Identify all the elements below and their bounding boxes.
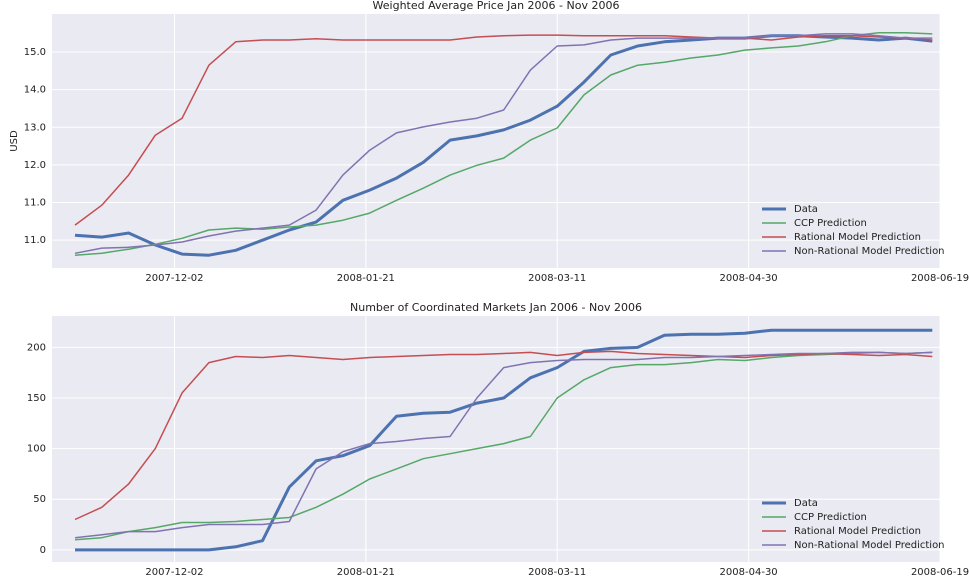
series-line — [74, 34, 933, 226]
legend-label: Data — [794, 498, 818, 509]
y-tick-label: 14.0 — [24, 85, 46, 96]
y-tick-label: 11.0 — [24, 235, 46, 246]
legend-label: Rational Model Prediction — [794, 232, 921, 243]
y-tick-label: 50 — [33, 494, 46, 505]
y-tick-label: 200 — [27, 342, 46, 353]
series-line — [74, 33, 933, 255]
y-tick-label: 0 — [40, 545, 46, 556]
legend-label: Non-Rational Model Prediction — [794, 540, 945, 551]
legend-label: Non-Rational Model Prediction — [794, 246, 945, 257]
y-axis-label: USD — [9, 130, 20, 152]
x-tick-label: 2008-01-21 — [337, 273, 395, 284]
x-tick-label: 2008-01-21 — [337, 567, 395, 578]
x-tick-label: 2008-06-19 — [911, 567, 969, 578]
x-tick-label: 2007-12-02 — [145, 567, 203, 578]
y-tick-label: 15.0 — [24, 47, 46, 58]
chart-title: Weighted Average Price Jan 2006 - Nov 20… — [373, 0, 620, 12]
legend-label: CCP Prediction — [794, 512, 867, 523]
legend-label: Rational Model Prediction — [794, 526, 921, 537]
x-tick-label: 2008-03-11 — [528, 273, 586, 284]
legend-label: CCP Prediction — [794, 218, 867, 229]
x-tick-label: 2008-03-11 — [528, 567, 586, 578]
x-tick-label: 2008-04-30 — [720, 273, 778, 284]
series-line — [74, 351, 933, 539]
plot-area — [52, 14, 940, 268]
series-line — [75, 328, 933, 552]
x-tick-label: 2008-06-19 — [911, 273, 969, 284]
series-line — [74, 32, 933, 256]
chart-title: Number of Coordinated Markets Jan 2006 -… — [350, 301, 642, 314]
y-tick-label: 12.0 — [24, 160, 46, 171]
series-line — [74, 351, 933, 541]
y-tick-label: 13.0 — [24, 122, 46, 133]
y-tick-label: 150 — [27, 393, 46, 404]
y-tick-label: 11.0 — [24, 198, 46, 209]
series-line — [74, 350, 933, 521]
y-tick-label: 100 — [27, 444, 46, 455]
legend-label: Data — [794, 204, 818, 215]
x-tick-label: 2007-12-02 — [145, 273, 203, 284]
x-tick-label: 2008-04-30 — [720, 567, 778, 578]
plot-area — [52, 316, 940, 562]
